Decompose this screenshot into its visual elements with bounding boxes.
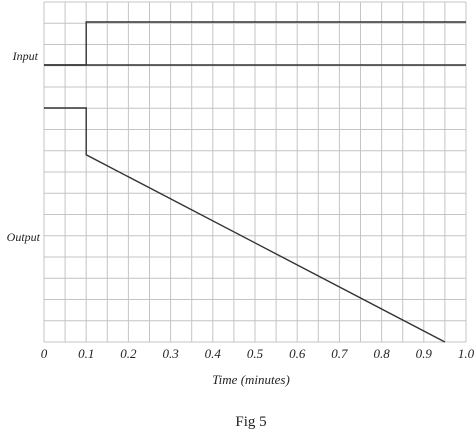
x-tick-label: 0.1 — [78, 346, 94, 361]
x-tick-label: 0.2 — [120, 346, 137, 361]
series-label-input: Input — [12, 49, 39, 63]
x-tick-labels: 0 0.1 0.2 0.3 0.4 0.5 0.6 0.7 0.8 0.9 1.0 — [41, 346, 474, 361]
series-label-output: Output — [7, 230, 41, 244]
x-tick-label: 0.7 — [331, 346, 348, 361]
figure-caption: Fig 5 — [235, 414, 266, 430]
x-tick-label: 0.9 — [416, 346, 433, 361]
x-tick-label: 1.0 — [458, 346, 474, 361]
grid — [43, 1, 467, 343]
output-series-line — [44, 107, 446, 343]
x-axis-title: Time (minutes) — [212, 372, 290, 387]
series-layer — [44, 21, 466, 343]
x-tick-label: 0 — [41, 346, 48, 361]
x-tick-label: 0.3 — [162, 346, 179, 361]
x-tick-label: 0.6 — [289, 346, 306, 361]
x-tick-label: 0.8 — [373, 346, 390, 361]
x-tick-label: 0.4 — [205, 346, 222, 361]
x-tick-label: 0.5 — [247, 346, 264, 361]
